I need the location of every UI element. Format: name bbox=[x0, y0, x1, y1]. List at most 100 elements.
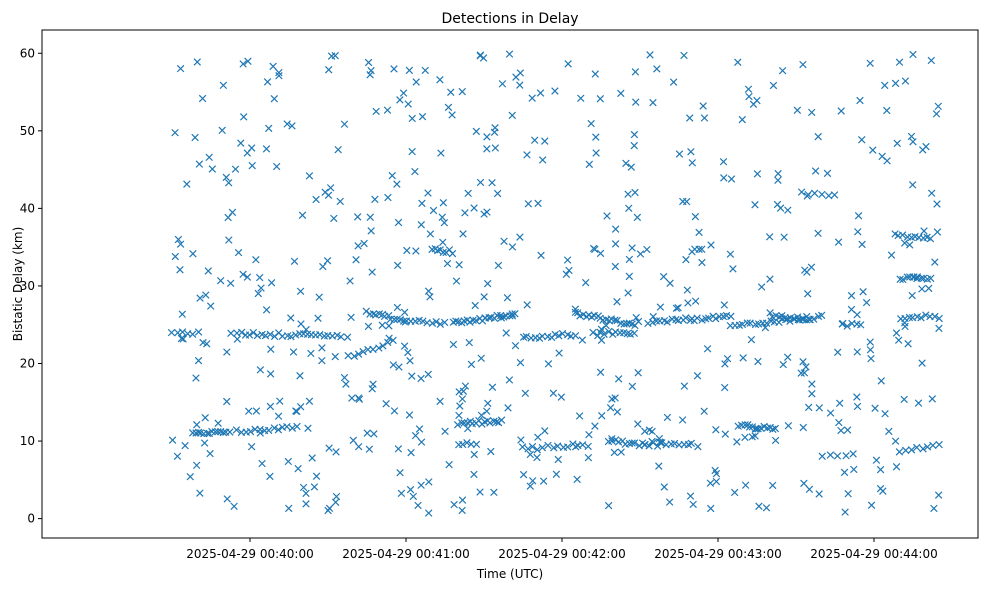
data-point bbox=[691, 297, 700, 305]
data-point bbox=[452, 277, 461, 285]
data-point bbox=[727, 175, 736, 183]
data-point bbox=[530, 136, 539, 144]
x-tick-label: 2025-04-29 00:42:00 bbox=[498, 547, 625, 561]
data-point bbox=[643, 245, 651, 254]
data-point bbox=[308, 454, 316, 462]
data-point bbox=[721, 430, 730, 438]
data-point bbox=[457, 419, 466, 427]
data-point bbox=[641, 440, 649, 449]
data-point bbox=[835, 399, 844, 407]
data-point bbox=[469, 316, 477, 324]
data-point bbox=[622, 159, 630, 168]
data-point bbox=[926, 234, 935, 243]
data-point bbox=[315, 293, 323, 301]
data-point bbox=[630, 439, 639, 447]
data-point bbox=[472, 127, 481, 136]
data-point bbox=[753, 96, 761, 105]
data-point bbox=[611, 240, 620, 248]
data-point bbox=[177, 334, 186, 343]
data-point bbox=[712, 426, 720, 434]
data-point bbox=[596, 328, 604, 337]
data-point bbox=[378, 321, 386, 329]
data-point bbox=[931, 258, 939, 266]
data-point bbox=[224, 213, 232, 222]
data-point bbox=[869, 146, 877, 154]
data-point bbox=[707, 504, 715, 513]
data-point bbox=[894, 336, 903, 344]
data-point bbox=[630, 329, 639, 337]
data-point bbox=[686, 114, 694, 122]
data-point bbox=[519, 333, 528, 341]
data-point bbox=[455, 388, 463, 396]
data-point bbox=[411, 431, 420, 440]
data-point bbox=[666, 279, 674, 287]
data-point bbox=[826, 451, 835, 459]
data-point bbox=[899, 275, 907, 284]
data-point bbox=[596, 95, 605, 103]
data-point bbox=[168, 436, 177, 444]
data-point bbox=[441, 427, 449, 436]
data-point bbox=[670, 439, 679, 448]
data-point bbox=[706, 479, 715, 487]
data-point bbox=[925, 284, 933, 293]
data-point bbox=[432, 318, 440, 326]
data-point bbox=[896, 275, 904, 283]
data-point bbox=[834, 238, 843, 246]
data-point bbox=[674, 304, 682, 312]
data-point bbox=[533, 453, 541, 462]
x-axis-label: Time (UTC) bbox=[476, 567, 543, 581]
data-point bbox=[471, 301, 479, 310]
data-point bbox=[917, 314, 925, 322]
data-point bbox=[314, 314, 322, 322]
y-axis-label: Bistatic Delay (km) bbox=[11, 227, 25, 342]
data-point bbox=[757, 283, 766, 291]
data-point bbox=[862, 298, 871, 307]
data-point bbox=[388, 171, 396, 180]
data-point bbox=[843, 322, 851, 330]
data-point bbox=[602, 321, 610, 330]
data-point bbox=[360, 239, 368, 248]
data-point bbox=[918, 285, 926, 293]
data-point bbox=[686, 492, 695, 500]
data-point bbox=[418, 199, 426, 208]
data-point bbox=[624, 289, 632, 297]
data-point bbox=[227, 329, 235, 337]
data-point bbox=[930, 504, 938, 513]
data-point bbox=[206, 449, 214, 458]
data-point bbox=[841, 508, 849, 516]
data-point bbox=[528, 94, 536, 102]
data-point bbox=[687, 148, 695, 156]
data-point bbox=[330, 214, 338, 223]
data-point bbox=[557, 393, 566, 401]
data-point bbox=[334, 145, 342, 154]
data-point bbox=[867, 354, 875, 363]
data-point bbox=[447, 88, 455, 96]
data-point bbox=[881, 409, 889, 418]
data-point bbox=[288, 122, 296, 130]
data-point bbox=[412, 247, 420, 255]
data-point bbox=[312, 472, 321, 480]
data-point bbox=[176, 266, 184, 274]
data-point bbox=[835, 418, 843, 427]
data-point bbox=[866, 346, 875, 354]
data-point bbox=[363, 429, 371, 437]
data-point bbox=[900, 395, 908, 404]
data-point bbox=[611, 316, 619, 324]
data-point bbox=[695, 245, 703, 254]
data-point bbox=[264, 124, 273, 133]
data-point bbox=[246, 427, 255, 436]
data-point bbox=[192, 461, 201, 470]
data-point bbox=[901, 77, 910, 85]
data-point bbox=[898, 231, 907, 239]
data-point bbox=[526, 450, 534, 459]
data-point bbox=[450, 500, 458, 509]
data-point bbox=[571, 308, 580, 317]
data-point bbox=[390, 407, 399, 415]
data-point bbox=[783, 353, 792, 362]
data-point bbox=[497, 314, 506, 322]
y-axis: 0 10 20 30 40 50 60 bbox=[20, 46, 42, 526]
data-point bbox=[239, 113, 248, 121]
data-point bbox=[585, 160, 594, 169]
data-point bbox=[171, 252, 180, 261]
data-point bbox=[592, 133, 600, 141]
